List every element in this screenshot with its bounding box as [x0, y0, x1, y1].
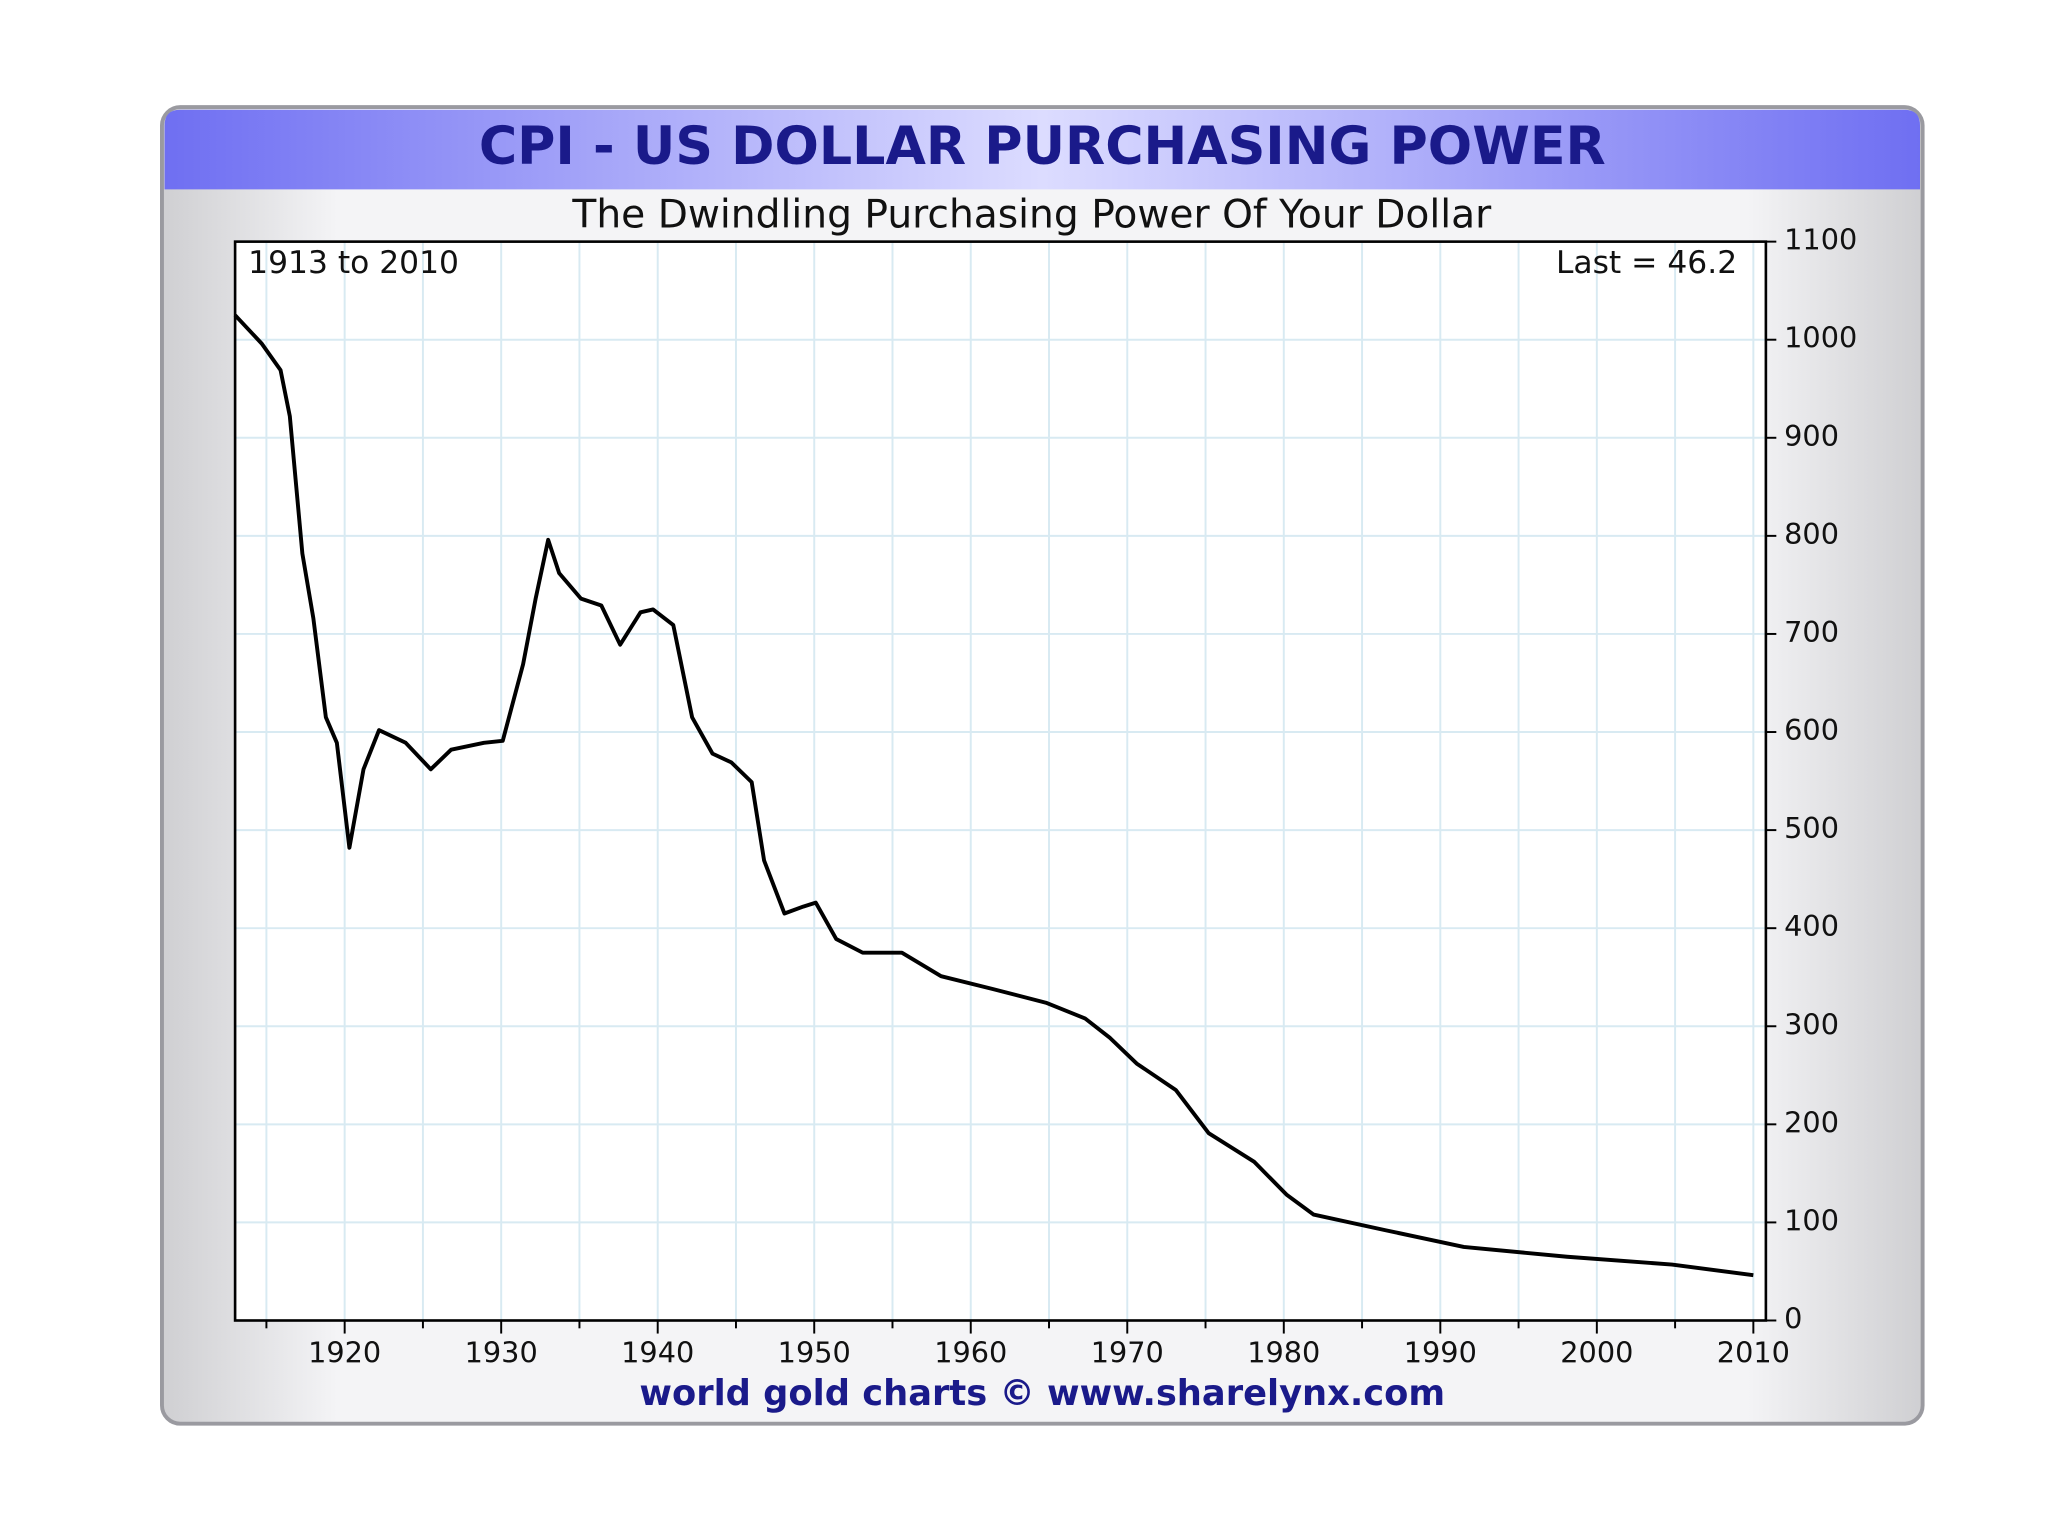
y-tick-label: 1000 [1784, 321, 1857, 355]
x-tick-label: 2010 [1717, 1335, 1790, 1369]
y-tick-label: 500 [1784, 811, 1839, 845]
footer: world gold charts © www.sharelynx.com [639, 1373, 1445, 1414]
x-tick-label: 1990 [1404, 1335, 1477, 1369]
plot-border [233, 240, 1768, 1322]
y-tick-label: 1100 [1784, 223, 1857, 257]
x-tick-label: 1970 [1091, 1335, 1164, 1369]
y-tick-label: 200 [1784, 1105, 1839, 1139]
x-tick-label: 1940 [621, 1335, 694, 1369]
data-line [233, 313, 1754, 1278]
plot-area [235, 241, 1766, 1321]
y-tick-label: 900 [1784, 419, 1839, 453]
marks [233, 313, 1754, 1278]
y-tick-label: 100 [1784, 1203, 1839, 1237]
x-tick-label: 1960 [934, 1335, 1007, 1369]
y-tick-label: 400 [1784, 909, 1839, 943]
x-tick-label: 2000 [1560, 1335, 1633, 1369]
x-tick-label: 1930 [465, 1335, 538, 1369]
chart-title: CPI - US DOLLAR PURCHASING POWER [479, 117, 1606, 177]
annotation: Last = 46.2 [1556, 245, 1737, 281]
x-tick-label: 1950 [778, 1335, 851, 1369]
y-tick-label: 800 [1784, 517, 1839, 551]
chart-subtitle: The Dwindling Purchasing Power Of Your D… [571, 192, 1492, 237]
y-tick-label: 600 [1784, 713, 1839, 747]
y-tick-label: 300 [1784, 1007, 1839, 1041]
x-tick-label: 1980 [1247, 1335, 1320, 1369]
annotation: 1913 to 2010 [248, 245, 459, 281]
y-tick-label: 0 [1784, 1301, 1802, 1335]
y-tick-label: 700 [1784, 615, 1839, 649]
x-tick-label: 1920 [308, 1335, 381, 1369]
header-band [164, 109, 1921, 190]
